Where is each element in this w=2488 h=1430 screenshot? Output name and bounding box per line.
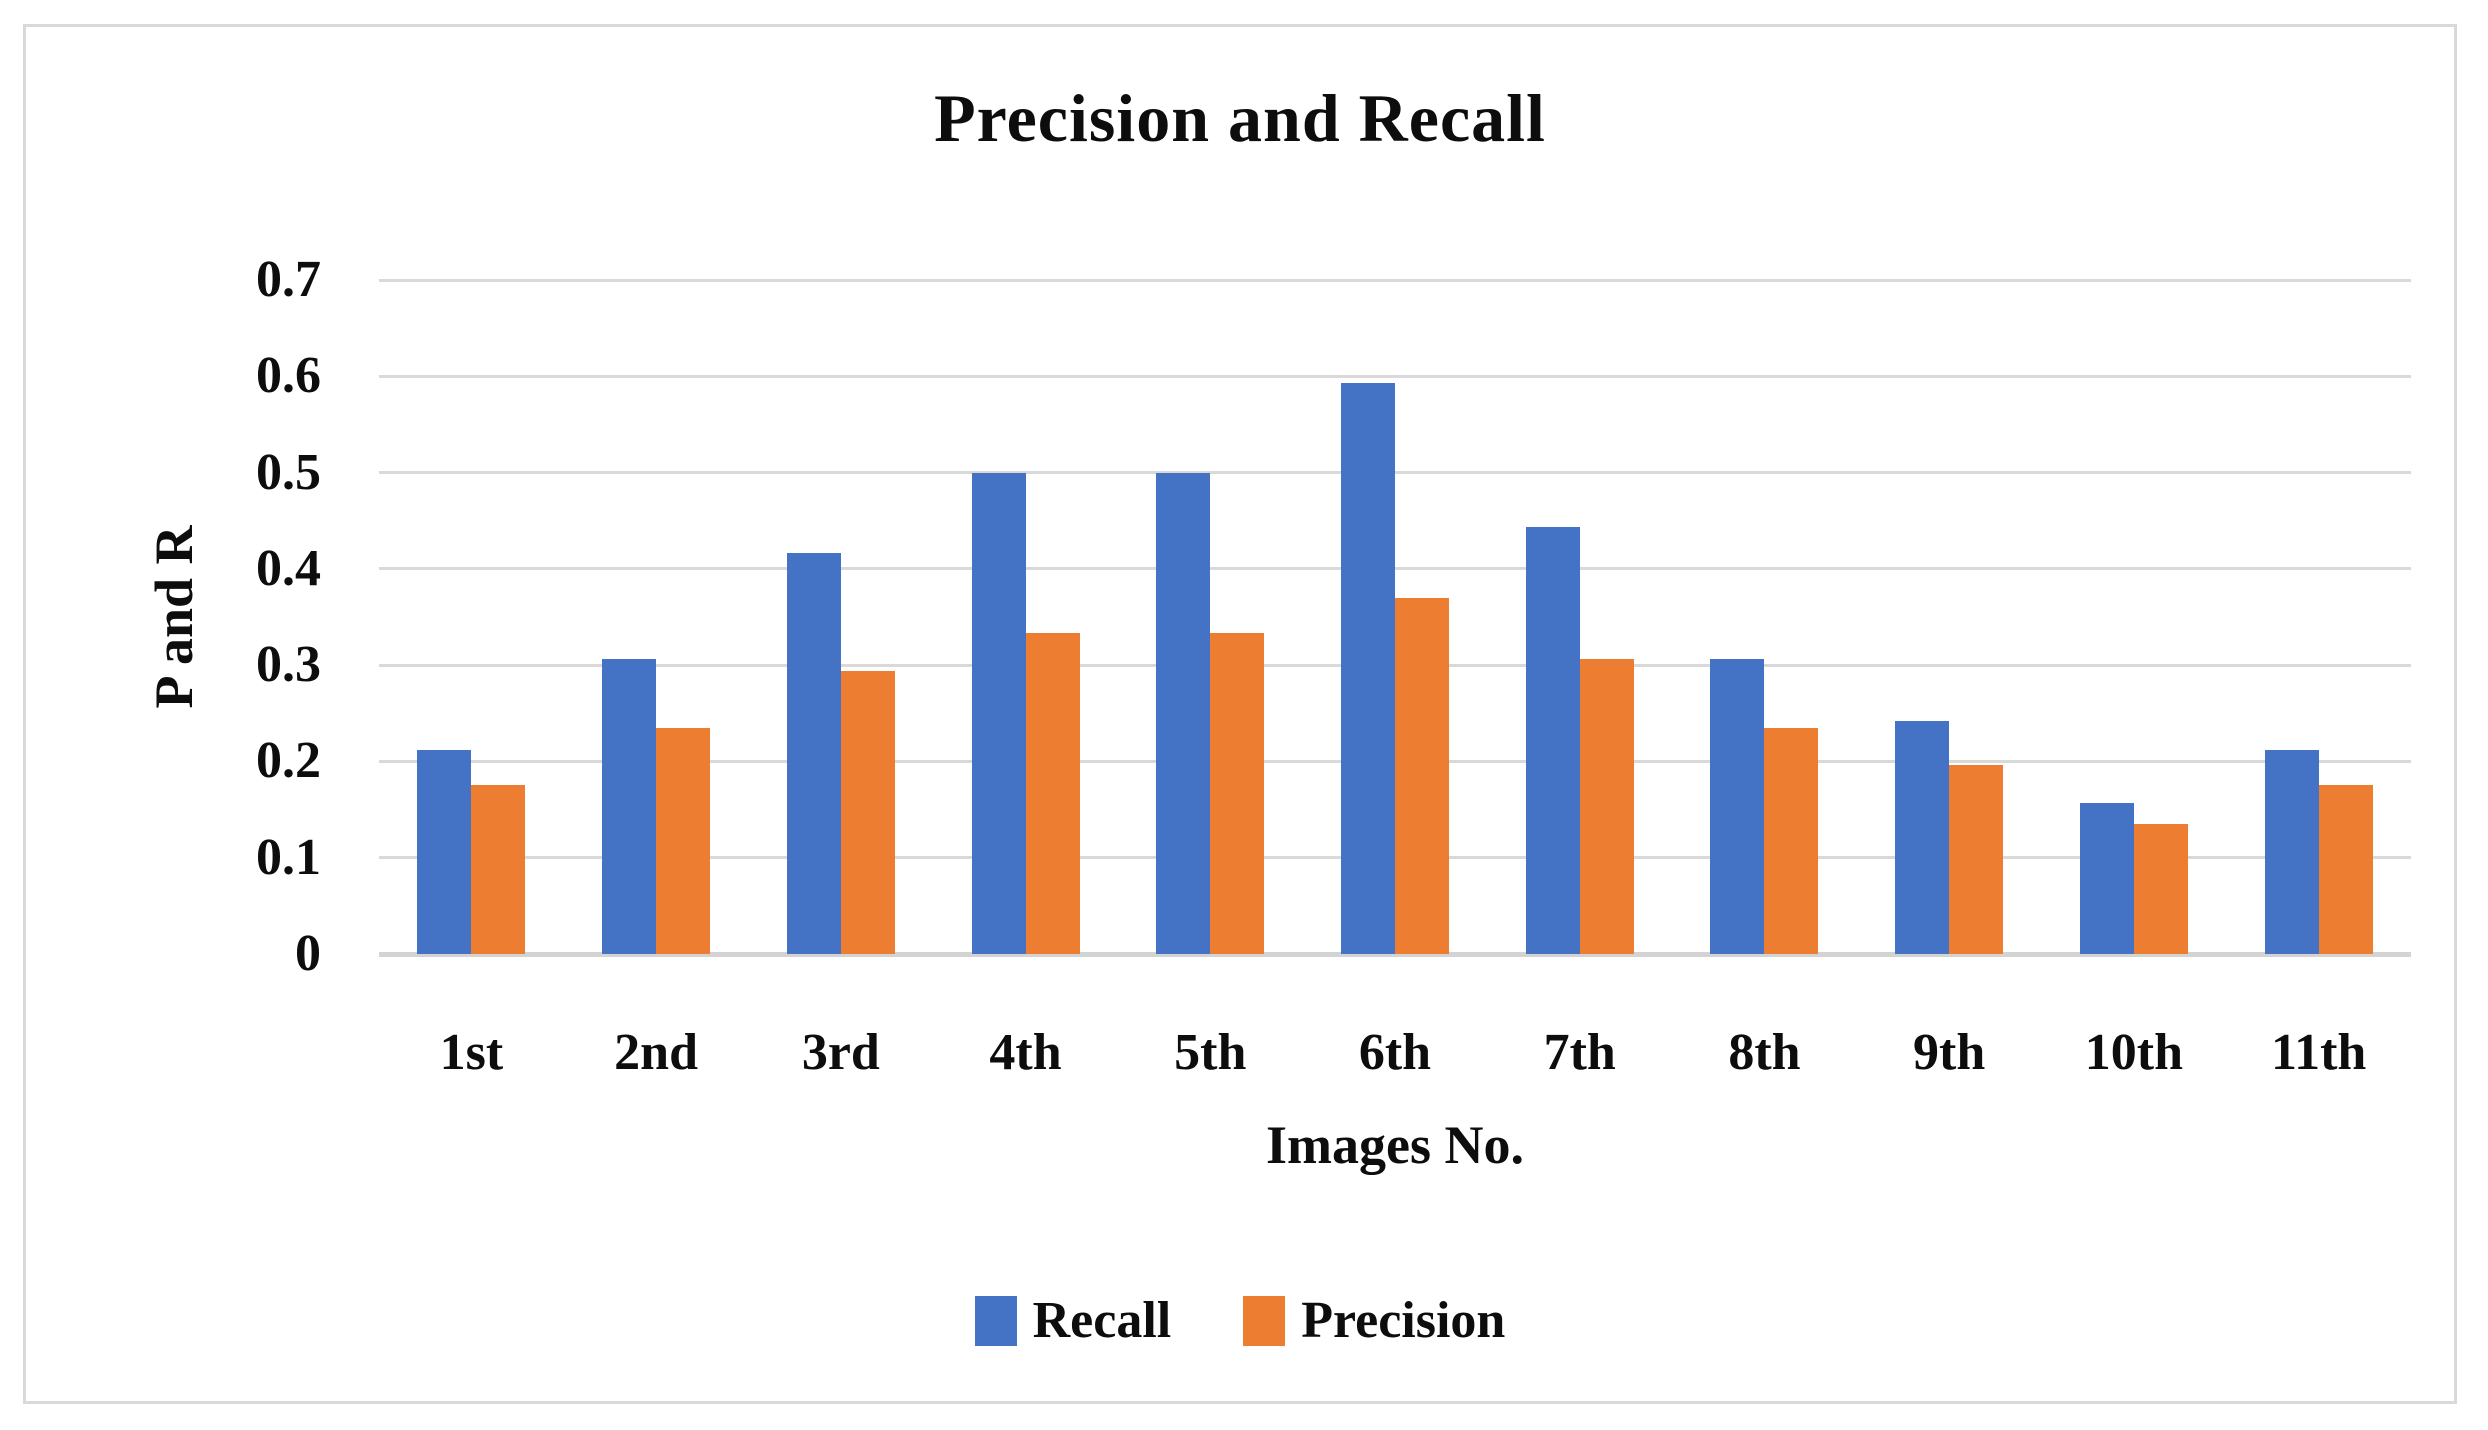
bar-recall-9th — [1895, 721, 1950, 954]
legend-label-recall: Recall — [1032, 1292, 1172, 1349]
bar-precision-11th — [2318, 784, 2373, 954]
y-tick-label: 0.7 — [256, 251, 321, 308]
bar-recall-10th — [2079, 802, 2134, 954]
y-tick-label: 0.1 — [256, 828, 321, 886]
x-tick-label: 10th — [2084, 1024, 2184, 1081]
legend-swatch-precision — [1243, 1296, 1286, 1346]
y-tick-label: 0 — [295, 925, 321, 982]
x-tick-label: 9th — [1913, 1024, 1986, 1081]
bar-precision-1st — [471, 784, 526, 954]
legend-label-precision: Precision — [1301, 1292, 1506, 1349]
bar-precision-7th — [1579, 659, 1634, 954]
plot-area — [379, 278, 2411, 957]
bar-recall-5th — [1156, 472, 1211, 954]
bar-recall-4th — [971, 472, 1026, 954]
legend: Recall Precision — [26, 1289, 2454, 1353]
legend-item-precision: Precision — [1243, 1295, 1505, 1347]
gridline — [379, 374, 2411, 378]
bar-precision-8th — [1764, 727, 1819, 954]
bar-precision-3rd — [840, 670, 895, 954]
y-tick-label: 0.6 — [256, 347, 321, 405]
x-tick-label: 6th — [1358, 1024, 1432, 1081]
bar-recall-8th — [1710, 659, 1765, 954]
y-tick-label: 0.2 — [256, 732, 321, 790]
x-tick-label: 11th — [2270, 1024, 2367, 1081]
legend-swatch-recall — [974, 1296, 1017, 1346]
x-tick-label: 5th — [1174, 1024, 1247, 1081]
chart-frame: Precision and Recall P and R Images No. … — [23, 24, 2457, 1404]
x-tick-label: 1st — [439, 1024, 504, 1081]
x-tick-label: 2nd — [614, 1024, 698, 1081]
chart-title: Precision and Recall — [934, 80, 1546, 156]
gridline — [379, 471, 2411, 475]
bar-recall-6th — [1341, 383, 1395, 954]
bar-recall-2nd — [602, 659, 657, 954]
bar-precision-2nd — [656, 727, 711, 954]
bar-recall-7th — [1525, 526, 1580, 954]
bar-recall-1st — [417, 749, 472, 954]
y-tick-label: 0.4 — [256, 539, 321, 597]
bar-precision-6th — [1395, 597, 1449, 954]
bar-precision-10th — [2133, 824, 2188, 954]
bar-recall-3rd — [786, 552, 841, 954]
gridline — [379, 567, 2411, 571]
y-tick-label: 0.5 — [256, 443, 321, 501]
x-tick-label: 3rd — [801, 1024, 880, 1081]
y-tick-label: 0.3 — [256, 636, 321, 694]
bar-recall-11th — [2264, 749, 2319, 954]
bar-precision-4th — [1025, 633, 1080, 954]
x-axis-title: Images No. — [1266, 1115, 1524, 1175]
gridline — [379, 278, 2411, 282]
x-tick-label: 4th — [989, 1024, 1062, 1081]
x-axis-line — [379, 952, 2411, 957]
x-tick-label: 7th — [1543, 1024, 1616, 1081]
bar-precision-5th — [1210, 633, 1265, 954]
bar-precision-9th — [1949, 765, 2004, 954]
legend-item-recall: Recall — [974, 1292, 1172, 1349]
x-tick-label: 8th — [1728, 1024, 1801, 1081]
